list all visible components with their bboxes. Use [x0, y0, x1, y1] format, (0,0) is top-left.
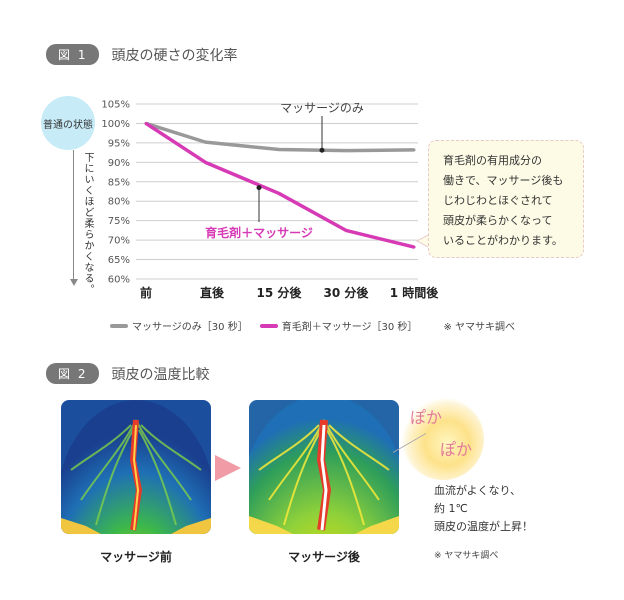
thermograph-before-image — [61, 400, 211, 534]
y-tick-label: 90% — [108, 158, 130, 169]
poka-text-1: ぽか — [410, 408, 443, 427]
y-tick-label: 80% — [108, 197, 130, 208]
softer-arrow-line — [73, 150, 74, 282]
callout-line: 働きで、マッサージ後も — [443, 174, 564, 187]
figure1-badge: 図 1 — [46, 44, 100, 65]
y-tick-label: 105% — [101, 100, 130, 111]
data-point — [344, 149, 348, 153]
data-point — [203, 160, 207, 164]
x-tick-label: 1 時間後 — [390, 285, 440, 300]
figure1-header: 図 1 頭皮の硬さの変化率 — [46, 44, 237, 65]
figure1-title: 頭皮の硬さの変化率 — [111, 47, 238, 64]
y-tick-label: 60% — [108, 275, 130, 286]
x-tick-label: 15 分後 — [257, 285, 303, 300]
thermograph-after-image — [249, 400, 399, 534]
poka-text-2: ぽか — [440, 440, 473, 459]
legend-item-tonic-massage: 育毛剤＋マッサージ［30 秒］ — [259, 318, 418, 333]
temp-line: 約 1℃ — [434, 502, 468, 515]
legend-swatch-gray — [110, 323, 128, 328]
comparison-arrow-icon — [215, 455, 241, 481]
annotation-dot — [319, 147, 325, 153]
annotation-tonic-massage: 育毛剤＋マッサージ — [205, 225, 313, 240]
temperature-source-note: ※ ヤマサキ調べ — [434, 551, 499, 561]
y-tick-label: 75% — [108, 216, 130, 227]
legend-swatch-pink — [259, 323, 278, 328]
legend-label: 育毛剤＋マッサージ［30 秒］ — [281, 322, 418, 333]
figure2-header: 図 2 頭皮の温度比較 — [46, 363, 209, 384]
y-tick-label: 70% — [108, 236, 130, 247]
chart-series — [144, 121, 416, 249]
normal-state-bubble: 普通の状態 — [41, 96, 95, 150]
data-point — [412, 148, 416, 152]
data-point — [203, 140, 207, 144]
softer-arrow-head-icon — [70, 279, 78, 286]
data-point — [277, 148, 281, 151]
data-point — [344, 228, 348, 232]
explanation-callout: 育毛剤の有用成分の 働きで、マッサージ後も じわじわとほぐされて 頭皮が柔らかく… — [428, 140, 584, 258]
data-point — [412, 245, 416, 249]
x-tick-label: 前 — [140, 285, 152, 300]
y-tick-label: 85% — [108, 177, 130, 188]
callout-line: 育毛剤の有用成分の — [443, 154, 542, 167]
x-tick-label: 30 分後 — [324, 285, 370, 300]
figure2-title: 頭皮の温度比較 — [111, 366, 210, 383]
figure2-badge: 図 2 — [46, 363, 100, 384]
series-line-0 — [145, 121, 415, 153]
x-axis-ticks: 前 直後 15 分後 30 分後 1 時間後 — [140, 285, 439, 300]
chart-legend: マッサージのみ［30 秒］ 育毛剤＋マッサージ［30 秒］ ※ ヤマサキ調べ — [110, 318, 515, 333]
callout-line: じわじわとほぐされて — [443, 194, 553, 207]
y-tick-label: 100% — [101, 119, 130, 130]
scalp-hardness-chart: 60% 65% 70% 75% 80% 85% 90% 95% 100% 105% 前 直後 15 分… — [101, 100, 439, 301]
chart-grid — [136, 103, 418, 280]
after-massage-label: マッサージ後 — [288, 550, 360, 564]
data-point — [277, 191, 281, 195]
y-axis-ticks: 60% 65% 70% 75% 80% 85% 90% 95% 100% 105% — [101, 100, 130, 286]
temperature-description: 血流がよくなり、 約 1℃ 頭皮の温度が上昇！ — [434, 482, 533, 536]
before-massage-label: マッサージ前 — [100, 550, 172, 564]
legend-source-note: ※ ヤマサキ調べ — [443, 322, 515, 333]
data-point — [144, 121, 148, 125]
y-tick-label: 65% — [108, 255, 130, 266]
y-tick-label: 95% — [108, 138, 130, 149]
callout-tail-fill — [418, 235, 429, 247]
annotation-dot — [256, 185, 262, 191]
x-tick-label: 直後 — [200, 285, 225, 300]
temp-line: 頭皮の温度が上昇！ — [434, 520, 533, 533]
legend-label: マッサージのみ［30 秒］ — [132, 322, 248, 333]
temp-line: 血流がよくなり、 — [434, 484, 522, 497]
annotation-massage-only: マッサージのみ — [280, 101, 364, 115]
legend-item-massage-only: マッサージのみ［30 秒］ — [110, 318, 248, 333]
callout-line: 頭皮が柔らかくなって — [443, 214, 553, 227]
callout-line: いることがわかります。 — [443, 234, 563, 247]
softer-direction-label: 下にいくほど柔らかくなる。 — [82, 152, 93, 295]
